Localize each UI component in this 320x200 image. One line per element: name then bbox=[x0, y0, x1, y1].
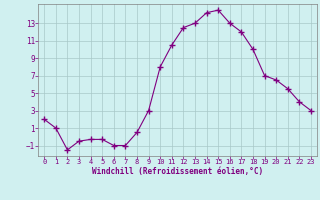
X-axis label: Windchill (Refroidissement éolien,°C): Windchill (Refroidissement éolien,°C) bbox=[92, 167, 263, 176]
